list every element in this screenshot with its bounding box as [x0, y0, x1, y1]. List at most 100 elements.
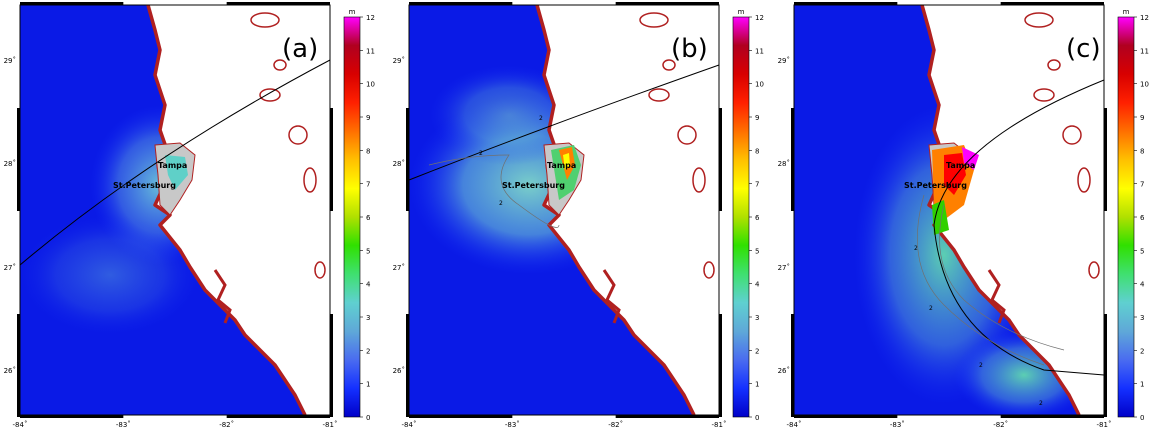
y-tick-label: 28˚	[4, 160, 16, 168]
y-tick-label: 29˚	[778, 57, 790, 65]
colorbar-tick-label: 6	[755, 214, 760, 222]
colorbar-tick-label: 9	[366, 114, 370, 122]
colorbar-ramp	[343, 16, 361, 418]
frame-tick	[791, 108, 794, 211]
island-outline	[259, 88, 281, 102]
colorbar-tick-label: 8	[366, 147, 370, 155]
island-outline	[1077, 167, 1091, 193]
colorbar-tick-label: 6	[366, 214, 371, 222]
frame-tick	[1104, 314, 1107, 417]
colorbar-tick-label: 0	[1140, 414, 1144, 422]
colorbar-tick-label: 3	[1140, 314, 1144, 322]
colorbar-tick-label: 5	[755, 247, 759, 255]
island-outline	[1024, 12, 1054, 28]
y-tick-label: 26˚	[778, 367, 790, 375]
colorbar-unit: m	[738, 8, 745, 16]
frame-tick	[794, 415, 898, 418]
city-label-st-petersburg: St.Petersburg	[904, 181, 967, 190]
panel-label: (b)	[671, 34, 708, 64]
colorbar-tick-label: 1	[755, 381, 759, 389]
x-tick-label: -83˚	[116, 421, 131, 429]
island-outline	[677, 125, 697, 145]
land-area	[537, 5, 719, 415]
panel-label: (c)	[1066, 34, 1101, 64]
x-tick-label: -82˚	[608, 421, 623, 429]
colorbar-tick-label: 11	[755, 47, 764, 55]
colorbar-tick-label: 4	[366, 281, 371, 289]
frame-tick	[791, 314, 794, 417]
land-area	[148, 5, 330, 415]
colorbar-tick-label: 5	[1140, 247, 1144, 255]
contour-label: 2	[479, 150, 483, 157]
coastline	[146, 4, 307, 416]
x-tick-label: -83˚	[505, 421, 520, 429]
island-outline	[1047, 59, 1061, 71]
bay-surge	[932, 200, 949, 235]
y-tick-label: 28˚	[778, 160, 790, 168]
island-outline	[273, 59, 287, 71]
island-outline	[250, 12, 280, 28]
colorbar-tick-label: 2	[1140, 347, 1144, 355]
frame-tick	[409, 415, 513, 418]
city-label-tampa: Tampa	[946, 161, 975, 170]
contour-label: 2	[1039, 400, 1043, 407]
frame-tick	[20, 2, 124, 5]
colorbar-tick-label: 12	[1140, 14, 1149, 22]
bay-surge	[165, 155, 188, 190]
colorbar-unit: m	[1123, 8, 1130, 16]
colorbar-tick-label: 2	[755, 347, 759, 355]
island-outline	[703, 261, 715, 279]
coastline	[213, 269, 232, 324]
x-tick-label: -81˚	[323, 421, 338, 429]
frame-tick	[1000, 415, 1104, 418]
bay-surge	[563, 153, 570, 170]
city-label-tampa: Tampa	[158, 161, 187, 170]
frame-tick	[615, 2, 719, 5]
colorbar-tick-label: 4	[755, 281, 760, 289]
x-tick-label: -84˚	[787, 421, 802, 429]
colorbar-unit: m	[349, 8, 356, 16]
contour-label: 2	[539, 115, 543, 122]
colorbar-tick-label: 7	[755, 181, 759, 189]
city-label-st-petersburg: St.Petersburg	[502, 181, 565, 190]
x-tick-label: -81˚	[1097, 421, 1112, 429]
frame-tick	[615, 415, 719, 418]
x-tick-label: -83˚	[890, 421, 905, 429]
colorbar-tick-label: 2	[366, 347, 370, 355]
x-tick-label: -84˚	[402, 421, 417, 429]
colorbar-tick-label: 11	[366, 47, 375, 55]
y-tick-label: 27˚	[4, 264, 16, 272]
colorbar-tick-label: 10	[1140, 81, 1149, 89]
colorbar-tick-label: 5	[366, 247, 370, 255]
y-tick-label: 26˚	[393, 367, 405, 375]
frame-tick	[17, 108, 20, 211]
map-panel-c: 2 2 2 2 Tampa St.Petersburg (c) 29˚ 28˚ 27˚ 26˚ -84…	[778, 2, 1149, 429]
x-tick-label: -82˚	[219, 421, 234, 429]
colorbar-tick-label: 0	[755, 414, 759, 422]
frame-tick	[409, 2, 513, 5]
colorbar-tick-label: 8	[755, 147, 759, 155]
frame-tick	[406, 108, 409, 211]
colorbar-tick-label: 6	[1140, 214, 1145, 222]
island-outline	[1062, 125, 1082, 145]
colorbar-ramp	[732, 16, 750, 418]
y-tick-label: 29˚	[4, 57, 16, 65]
frame-tick	[794, 2, 898, 5]
frame-tick	[226, 415, 330, 418]
colorbar-tick-label: 8	[1140, 147, 1144, 155]
storm-track	[408, 64, 720, 181]
map-panel-b: 2 2 2 Tampa St.Petersburg (b) 29˚ 28˚ 27˚ 26˚ -84˚…	[393, 2, 764, 429]
frame-tick	[1104, 108, 1107, 211]
y-tick-label: 29˚	[393, 57, 405, 65]
contour-label: 2	[499, 200, 503, 207]
colorbar-tick-label: 12	[366, 14, 375, 22]
island-outline	[662, 59, 676, 71]
island-outline	[1033, 88, 1055, 102]
colorbar-tick-label: 11	[1140, 47, 1149, 55]
x-tick-label: -81˚	[712, 421, 727, 429]
island-outline	[1088, 261, 1100, 279]
colorbar-tick-label: 7	[366, 181, 370, 189]
map-panel-a: Tampa St.Petersburg (a) 29˚ 28˚ 27˚ 26˚ -84˚ -83…	[4, 2, 375, 429]
